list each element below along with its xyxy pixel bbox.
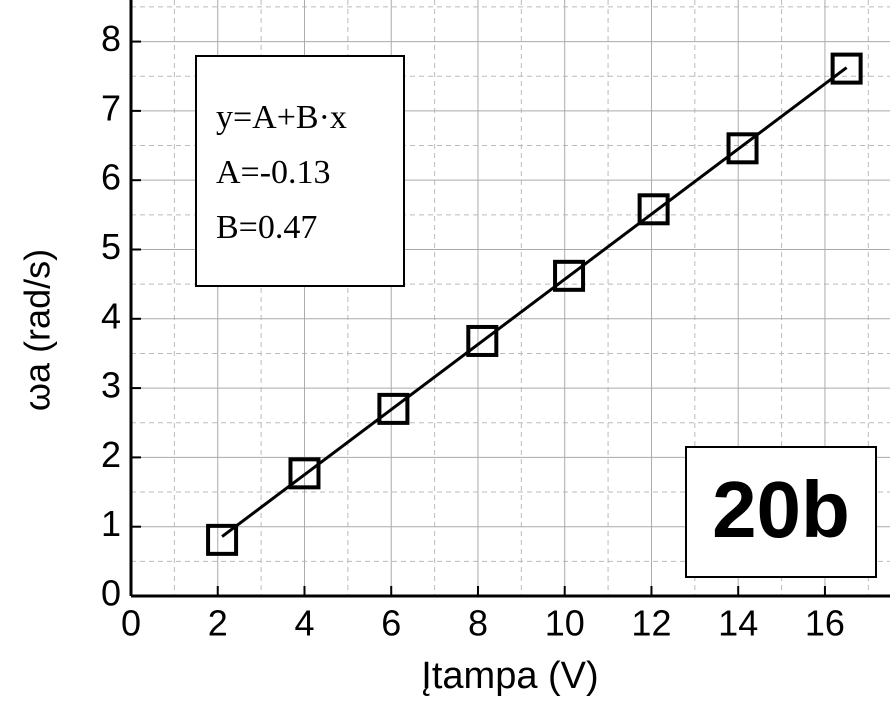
- y-tick-label: 8: [101, 18, 121, 59]
- x-tick-label: 6: [381, 603, 401, 644]
- y-tick-label: 5: [101, 226, 121, 267]
- y-tick-label: 6: [101, 157, 121, 198]
- panel-label: 20b: [712, 465, 850, 554]
- y-tick-label: 2: [101, 434, 121, 475]
- y-tick-label: 1: [101, 503, 121, 544]
- x-tick-label: 16: [805, 603, 845, 644]
- x-axis-label: Įtampa (V): [421, 655, 598, 697]
- x-tick-label: 14: [718, 603, 758, 644]
- fit-a: A=-0.13: [216, 154, 331, 191]
- x-tick-label: 4: [294, 603, 314, 644]
- chart: ωa (rad/s) Įtampa (V) 024681012141601234…: [0, 0, 890, 702]
- fit-equation: y=A+B·x: [216, 99, 347, 136]
- y-tick-label: 4: [101, 295, 121, 336]
- y-tick-label: 0: [101, 573, 121, 614]
- fit-b: B=0.47: [216, 209, 317, 246]
- x-tick-label: 8: [468, 603, 488, 644]
- x-tick-label: 0: [121, 603, 141, 644]
- y-tick-label: 7: [101, 87, 121, 128]
- y-axis-label: ωa (rad/s): [17, 249, 58, 411]
- x-tick-label: 2: [208, 603, 228, 644]
- y-tick-label: 3: [101, 365, 121, 406]
- x-tick-label: 10: [545, 603, 585, 644]
- x-tick-label: 12: [631, 603, 671, 644]
